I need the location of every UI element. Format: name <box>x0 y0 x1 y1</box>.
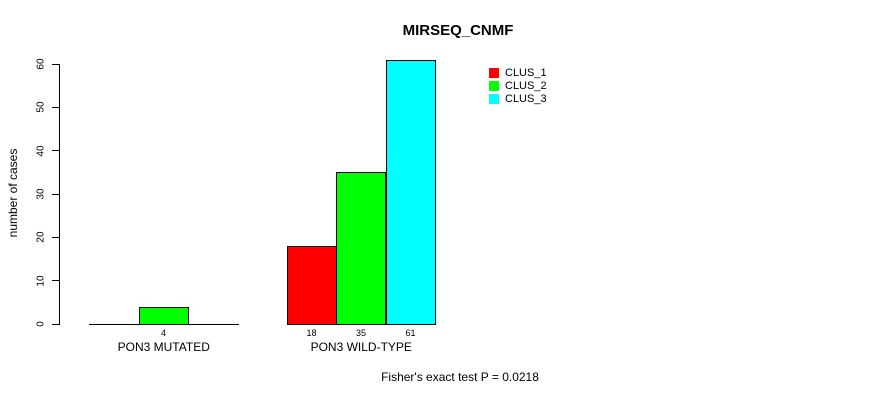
y-tick-label: 0 <box>35 321 47 327</box>
legend: CLUS_1 CLUS_2 CLUS_3 <box>489 68 547 107</box>
y-tick-label: 20 <box>35 231 47 243</box>
group-label: PON3 MUTATED <box>117 340 210 354</box>
y-tick-label: 40 <box>35 145 47 157</box>
bar <box>385 60 436 325</box>
y-tick-label: 60 <box>35 58 47 70</box>
y-axis-tick <box>52 106 59 108</box>
bar-value-label: 61 <box>405 328 416 338</box>
legend-row: CLUS_2 <box>489 80 547 92</box>
y-axis-tick <box>52 236 59 238</box>
y-axis-label: number of cases <box>6 148 20 238</box>
legend-label: CLUS_1 <box>505 67 547 79</box>
chart-title: MIRSEQ_CNMF <box>402 22 514 39</box>
bar-value-label: 18 <box>306 328 317 338</box>
y-tick-label: 30 <box>35 188 47 200</box>
legend-swatch <box>489 94 499 104</box>
y-axis-line <box>59 64 60 325</box>
legend-row: CLUS_3 <box>489 93 547 105</box>
y-tick-label: 50 <box>35 101 47 113</box>
bar <box>286 246 337 325</box>
y-axis-tick <box>52 193 59 195</box>
legend-label: CLUS_2 <box>505 80 547 92</box>
y-axis-tick <box>52 280 59 282</box>
bar <box>336 172 386 325</box>
y-tick-label: 10 <box>35 275 47 287</box>
stat-annotation: Fisher's exact test P = 0.0218 <box>381 370 539 384</box>
legend-label: CLUS_3 <box>505 93 547 105</box>
y-axis-tick <box>52 63 59 65</box>
legend-swatch <box>489 81 499 91</box>
group-label: PON3 WILD-TYPE <box>310 340 412 354</box>
bar-value-label: 35 <box>355 328 367 338</box>
y-axis-tick <box>52 150 59 152</box>
bar-value-label: 4 <box>160 328 167 338</box>
bar <box>138 307 189 325</box>
y-axis-tick <box>52 323 59 325</box>
legend-swatch <box>489 68 499 78</box>
legend-row: CLUS_1 <box>489 67 547 79</box>
